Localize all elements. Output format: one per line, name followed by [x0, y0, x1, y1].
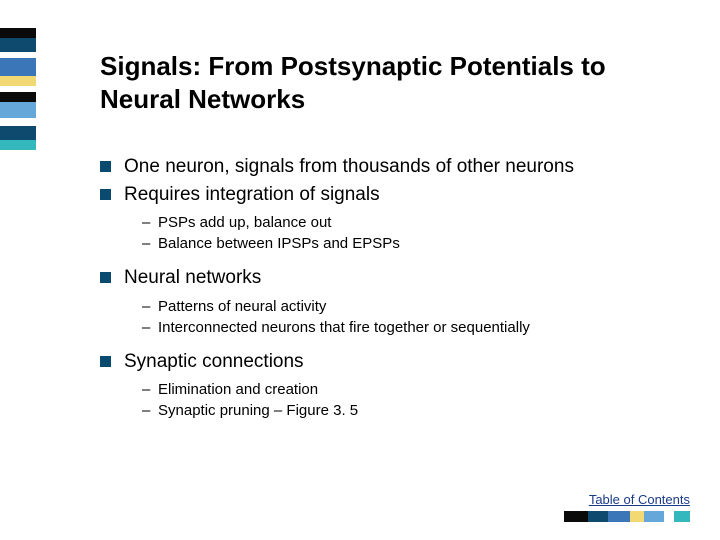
footer: Table of Contents — [564, 491, 690, 522]
stripe-segment — [644, 511, 664, 522]
sub-bullet-list: Patterns of neural activityInterconnecte… — [142, 296, 680, 338]
slide-content: Signals: From Postsynaptic Potentials to… — [100, 50, 680, 431]
footer-decorative-stripe — [564, 511, 690, 522]
stripe-segment — [0, 58, 36, 76]
sub-bullet-item: PSPs add up, balance out — [142, 212, 680, 233]
stripe-segment — [564, 511, 588, 522]
stripe-segment — [588, 511, 608, 522]
stripe-segment — [0, 76, 36, 86]
stripe-segment — [0, 118, 36, 126]
slide-title: Signals: From Postsynaptic Potentials to… — [100, 50, 680, 115]
stripe-segment — [664, 511, 674, 522]
sub-bullet-item: Patterns of neural activity — [142, 296, 680, 317]
bullet-text: Synaptic connections — [124, 351, 304, 372]
stripe-segment — [0, 92, 36, 102]
stripe-segment — [0, 102, 36, 118]
table-of-contents-link[interactable]: Table of Contents — [589, 492, 690, 507]
bullet-text: Requires integration of signals — [124, 184, 380, 205]
left-decorative-stripe — [0, 28, 36, 150]
stripe-segment — [608, 511, 630, 522]
sub-bullet-list: PSPs add up, balance outBalance between … — [142, 212, 680, 254]
bullet-text: One neuron, signals from thousands of ot… — [124, 156, 574, 177]
stripe-segment — [674, 511, 690, 522]
bullet-item: Neural networks Patterns of neural activi… — [100, 264, 680, 338]
bullet-text: Neural networks — [124, 267, 261, 288]
stripe-segment — [0, 126, 36, 140]
stripe-segment — [630, 511, 644, 522]
bullet-list: One neuron, signals from thousands of ot… — [100, 153, 680, 421]
bullet-item: Requires integration of signals PSPs add … — [100, 181, 680, 255]
sub-bullet-item: Elimination and creation — [142, 379, 680, 400]
stripe-segment — [0, 140, 36, 150]
stripe-segment — [0, 38, 36, 52]
stripe-segment — [0, 28, 36, 38]
sub-bullet-item: Synaptic pruning – Figure 3. 5 — [142, 400, 680, 421]
bullet-item: One neuron, signals from thousands of ot… — [100, 153, 680, 181]
sub-bullet-item: Balance between IPSPs and EPSPs — [142, 233, 680, 254]
bullet-item: Synaptic connections Elimination and crea… — [100, 348, 680, 422]
sub-bullet-list: Elimination and creationSynaptic pruning… — [142, 379, 680, 421]
sub-bullet-item: Interconnected neurons that fire togethe… — [142, 317, 680, 338]
